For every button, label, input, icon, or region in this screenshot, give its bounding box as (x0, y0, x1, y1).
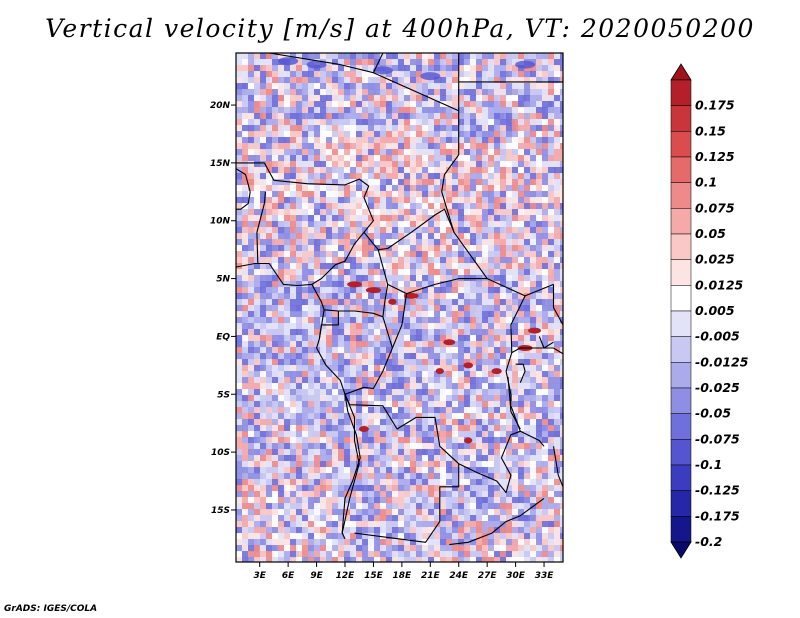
colorbar-segment (670, 79, 692, 106)
colorbar-label: 0.1 (695, 175, 717, 190)
velocity-field (236, 53, 563, 562)
lon-tick-label: 6E (282, 571, 295, 581)
lon-tick-label: 33E (535, 571, 555, 581)
colorbar-segment (670, 131, 692, 158)
colorbar-segment (670, 310, 692, 337)
colorbar-segment (670, 182, 692, 209)
colorbar: 0.175 0.15 0.125 0.1 0.075 0.05 0.025 0.0125 0.0… (670, 63, 749, 559)
colorbar-label: -0.025 (695, 380, 740, 395)
colorbar-label: 0.125 (695, 149, 735, 164)
colorbar-segment (670, 208, 692, 235)
lat-tick-label: 20N (210, 101, 231, 111)
colorbar-bottom-triangle (670, 541, 692, 559)
colorbar-label: -0.175 (695, 508, 740, 523)
country-borders (236, 53, 563, 546)
colorbar-top-triangle (670, 63, 692, 81)
colorbar-label: -0.1 (695, 457, 722, 472)
lon-tick-label: 30E (506, 571, 526, 581)
colorbar-label: 0.05 (695, 226, 726, 241)
lat-tick-label: 15N (210, 159, 231, 169)
colorbar-segment (670, 285, 692, 312)
colorbar-label: 0.075 (695, 200, 735, 215)
colorbar-label: 0.025 (695, 252, 735, 267)
colorbar-segment (670, 464, 692, 491)
lat-tick-label: 5S (217, 390, 230, 400)
colorbar-label: 0.175 (695, 98, 735, 113)
lon-tick-label: 18E (393, 571, 413, 581)
lon-tick-label: 15E (364, 571, 384, 581)
colorbar-label: -0.0125 (695, 354, 749, 369)
colorbar-segment (670, 233, 692, 260)
colorbar-label: -0.005 (695, 329, 740, 344)
longitude-axis: 3E 6E 9E 12E 15E 18E 21E 24E 27E 30E 33E (253, 562, 554, 581)
map-frame (235, 52, 564, 563)
colorbar-segment (670, 156, 692, 183)
grads-credit: GrADS: IGES/COLA (4, 604, 98, 614)
lon-tick-label: 12E (336, 571, 356, 581)
lon-tick-label: 27E (478, 571, 498, 581)
lon-tick-label: 9E (310, 571, 323, 581)
colorbar-segment (670, 439, 692, 466)
colorbar-label: 0.005 (695, 303, 735, 318)
lon-tick-label: 24E (449, 571, 469, 581)
colorbar-segment (670, 105, 692, 132)
lat-tick-label: EQ (216, 332, 230, 342)
lon-tick-label: 3E (253, 571, 266, 581)
colorbar-segment (670, 516, 692, 543)
lat-tick-label: 15S (211, 506, 230, 516)
colorbar-segment (670, 387, 692, 414)
colorbar-label: -0.075 (695, 431, 740, 446)
colorbar-segment (670, 259, 692, 286)
latitude-axis: 20N 15N 10N 5N EQ 5S 10S 15S (210, 101, 236, 516)
colorbar-segment (670, 336, 692, 363)
colorbar-segment (670, 413, 692, 440)
colorbar-segment (670, 362, 692, 389)
lat-tick-label: 10S (211, 448, 230, 458)
colorbar-segment (670, 490, 692, 517)
lat-tick-label: 10N (210, 217, 231, 227)
colorbar-label: -0.125 (695, 483, 740, 498)
lat-tick-label: 5N (216, 275, 230, 285)
colorbar-label: -0.2 (695, 534, 722, 549)
lon-tick-label: 21E (421, 571, 441, 581)
colorbar-label: -0.05 (695, 406, 731, 421)
chart-title: Vertical velocity [m/s] at 400hPa, VT: 2… (45, 14, 755, 43)
colorbar-label: 0.0125 (695, 277, 744, 292)
colorbar-label: 0.15 (695, 123, 726, 138)
